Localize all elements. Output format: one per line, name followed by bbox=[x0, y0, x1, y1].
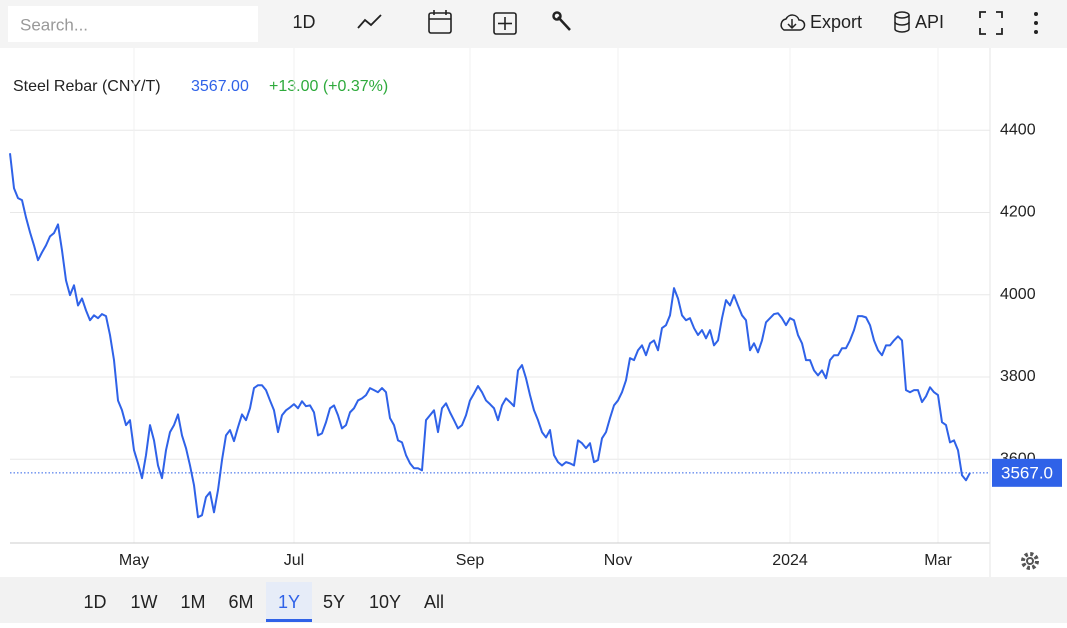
search-placeholder: Search... bbox=[20, 15, 88, 34]
x-tick-label: Jul bbox=[284, 552, 304, 569]
range-button[interactable]: 5Y bbox=[323, 592, 345, 612]
y-tick-label: 4000 bbox=[1000, 286, 1036, 303]
range-button[interactable]: 10Y bbox=[369, 592, 401, 612]
search-box[interactable] bbox=[8, 6, 258, 42]
last-value-box bbox=[992, 458, 1062, 487]
last-value-label: 3567.0 bbox=[1001, 463, 1053, 482]
range-button[interactable]: 1D bbox=[83, 592, 106, 612]
calendar-icon[interactable] bbox=[428, 10, 452, 34]
y-tick-label: 4200 bbox=[1000, 204, 1036, 221]
api-button[interactable]: API bbox=[915, 12, 944, 32]
interval-button[interactable]: 1D bbox=[292, 12, 315, 32]
range-button[interactable]: 1M bbox=[180, 592, 205, 612]
range-active-bg bbox=[266, 582, 312, 620]
x-tick-label: Sep bbox=[456, 552, 485, 569]
export-button[interactable]: Export bbox=[810, 12, 862, 32]
y-tick-label: 4400 bbox=[1000, 121, 1036, 138]
settings-wrench-icon[interactable] bbox=[552, 11, 571, 31]
x-tick-label: Nov bbox=[604, 552, 632, 569]
range-bar bbox=[0, 577, 1067, 623]
instrument-price: 3567.00 bbox=[191, 78, 249, 95]
x-tick-label: Mar bbox=[924, 552, 952, 569]
range-button[interactable]: 1W bbox=[131, 592, 158, 612]
menu-icon[interactable] bbox=[1034, 12, 1038, 34]
gear-icon[interactable] bbox=[1021, 552, 1039, 570]
compare-icon[interactable] bbox=[493, 12, 517, 35]
x-tick-label: May bbox=[119, 552, 149, 569]
range-buttons: 1D 1W 1M 6M 1Y 5Y 10Y All bbox=[83, 582, 444, 622]
instrument-change: +13.00 (+0.37%) bbox=[269, 78, 388, 95]
fullscreen-icon[interactable] bbox=[979, 11, 1003, 35]
range-active-underline bbox=[266, 619, 312, 622]
plot-area bbox=[9, 48, 990, 543]
export-icon[interactable] bbox=[780, 14, 806, 31]
range-button[interactable]: 1Y bbox=[278, 592, 300, 612]
instrument-name: Steel Rebar (CNY/T) bbox=[13, 78, 161, 95]
chart-type-icon[interactable] bbox=[357, 14, 382, 29]
x-tick-label: 2024 bbox=[772, 552, 808, 569]
price-line bbox=[9, 153, 971, 519]
api-icon[interactable] bbox=[894, 11, 910, 33]
range-button[interactable]: 6M bbox=[228, 592, 253, 612]
y-tick-label: 3800 bbox=[1000, 368, 1036, 385]
range-button[interactable]: All bbox=[424, 592, 444, 612]
